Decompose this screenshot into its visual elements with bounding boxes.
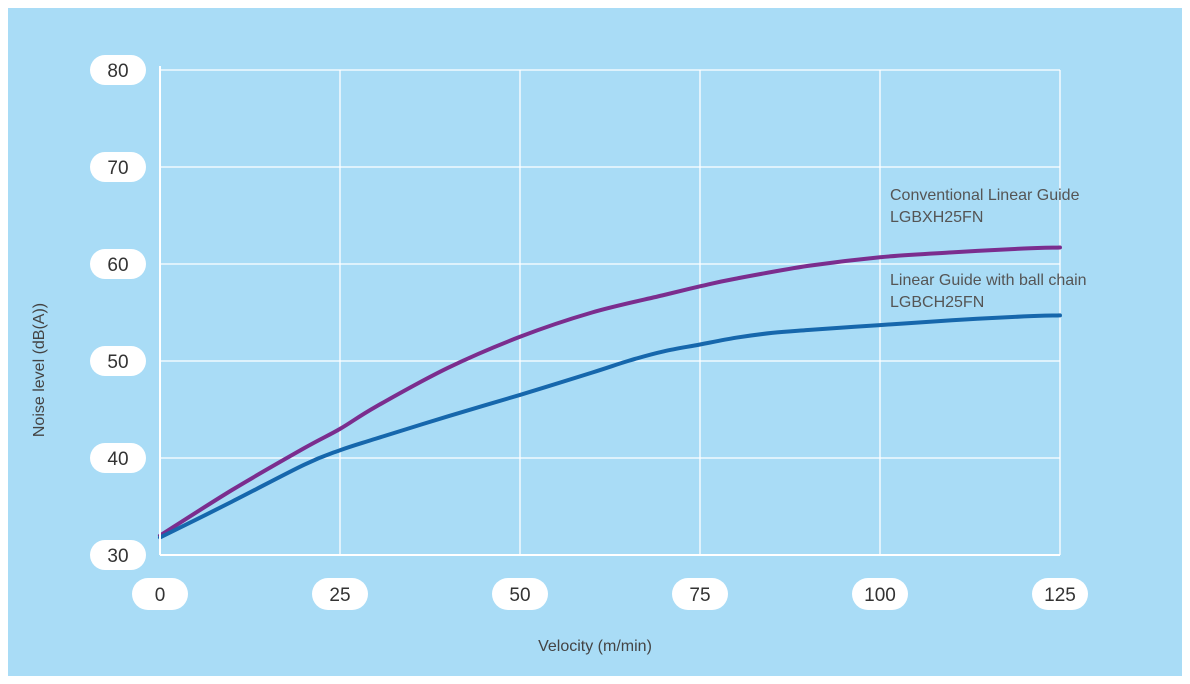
series-label-2: Linear Guide with ball chain LGBCH25FN [890,272,1087,311]
x-tick-label: 100 [864,585,896,606]
x-tick-pill [492,578,548,610]
axes [159,66,1060,556]
series-label-line: Linear Guide with ball chain [890,272,1087,289]
series-lines [158,245,1062,540]
x-tick-pill [852,578,908,610]
x-tick-pill [672,578,728,610]
series-label-line: LGBCH25FN [890,294,984,311]
x-tick-pill [1032,578,1088,610]
x-tick-pill [132,578,188,610]
chart-panel: 30 40 50 60 70 80 0 25 50 75 100 125 Conventional L… [8,8,1182,676]
y-tick-label: 60 [107,255,128,276]
series-labels: Conventional Linear Guide LGBXH25FN Linear… [890,187,1087,311]
x-tick-pill [312,578,368,610]
series-label-1: Conventional Linear Guide LGBXH25FN [890,187,1080,226]
y-tick-pill [90,249,146,279]
y-tick-pill [90,152,146,182]
y-tick-pill [90,346,146,376]
y-tick-label: 50 [107,352,128,373]
x-tick-label: 125 [1044,585,1076,606]
x-tick-label: 0 [155,585,166,606]
tick-labels: 30 40 50 60 70 80 0 25 50 75 100 125 [90,55,1088,610]
y-tick-label: 70 [107,158,128,179]
y-tick-pill [90,55,146,85]
grid [160,69,1061,555]
series-line-2 [158,313,1062,540]
y-axis-title: Noise level (dB(A)) [31,303,48,437]
series-line-1 [158,245,1062,538]
series-label-line: Conventional Linear Guide [890,187,1080,204]
x-tick-label: 25 [329,585,350,606]
y-tick-label: 40 [107,449,128,470]
x-axis-title: Velocity (m/min) [538,638,652,655]
line-chart: 30 40 50 60 70 80 0 25 50 75 100 125 Conventional L… [31,55,1088,655]
x-tick-label: 75 [689,585,710,606]
y-tick-label: 30 [107,546,128,567]
y-tick-pill [90,443,146,473]
y-tick-label: 80 [107,61,128,82]
y-tick-pill [90,540,146,570]
x-tick-label: 50 [509,585,530,606]
series-label-line: LGBXH25FN [890,209,983,226]
